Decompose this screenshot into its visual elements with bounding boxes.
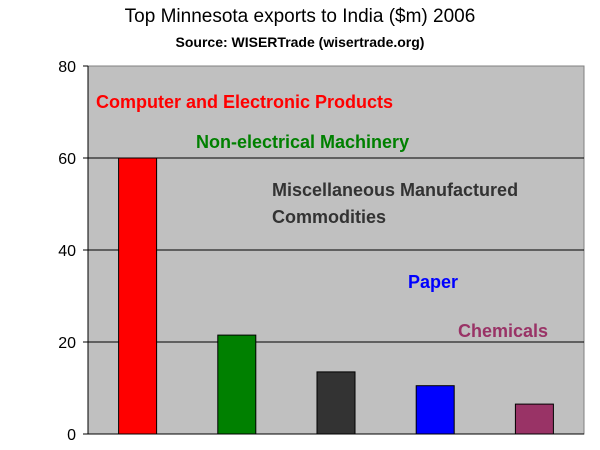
y-tick-label: 0 bbox=[67, 427, 76, 444]
category-label-2: Non-electrical Machinery bbox=[196, 132, 409, 152]
y-tick-label: 80 bbox=[58, 59, 76, 76]
y-tick-label: 60 bbox=[58, 151, 76, 168]
category-label-1: Computer and Electronic Products bbox=[96, 92, 393, 112]
category-label-3: Commodities bbox=[272, 207, 386, 227]
bar-4 bbox=[415, 385, 455, 435]
bar-2 bbox=[217, 334, 257, 435]
category-label-5: Chemicals bbox=[458, 321, 548, 341]
y-tick-label: 40 bbox=[58, 243, 76, 260]
category-label-3: Miscellaneous Manufactured bbox=[272, 180, 518, 200]
bar-5 bbox=[514, 403, 554, 435]
bar-3 bbox=[316, 371, 356, 435]
category-label-4: Paper bbox=[408, 272, 458, 292]
chart-subtitle: Source: WISERTrade (wisertrade.org) bbox=[175, 34, 425, 50]
chart-title: Top Minnesota exports to India ($m) 2006 bbox=[124, 6, 476, 27]
bar-1 bbox=[118, 157, 158, 435]
y-tick-label: 20 bbox=[58, 335, 76, 352]
